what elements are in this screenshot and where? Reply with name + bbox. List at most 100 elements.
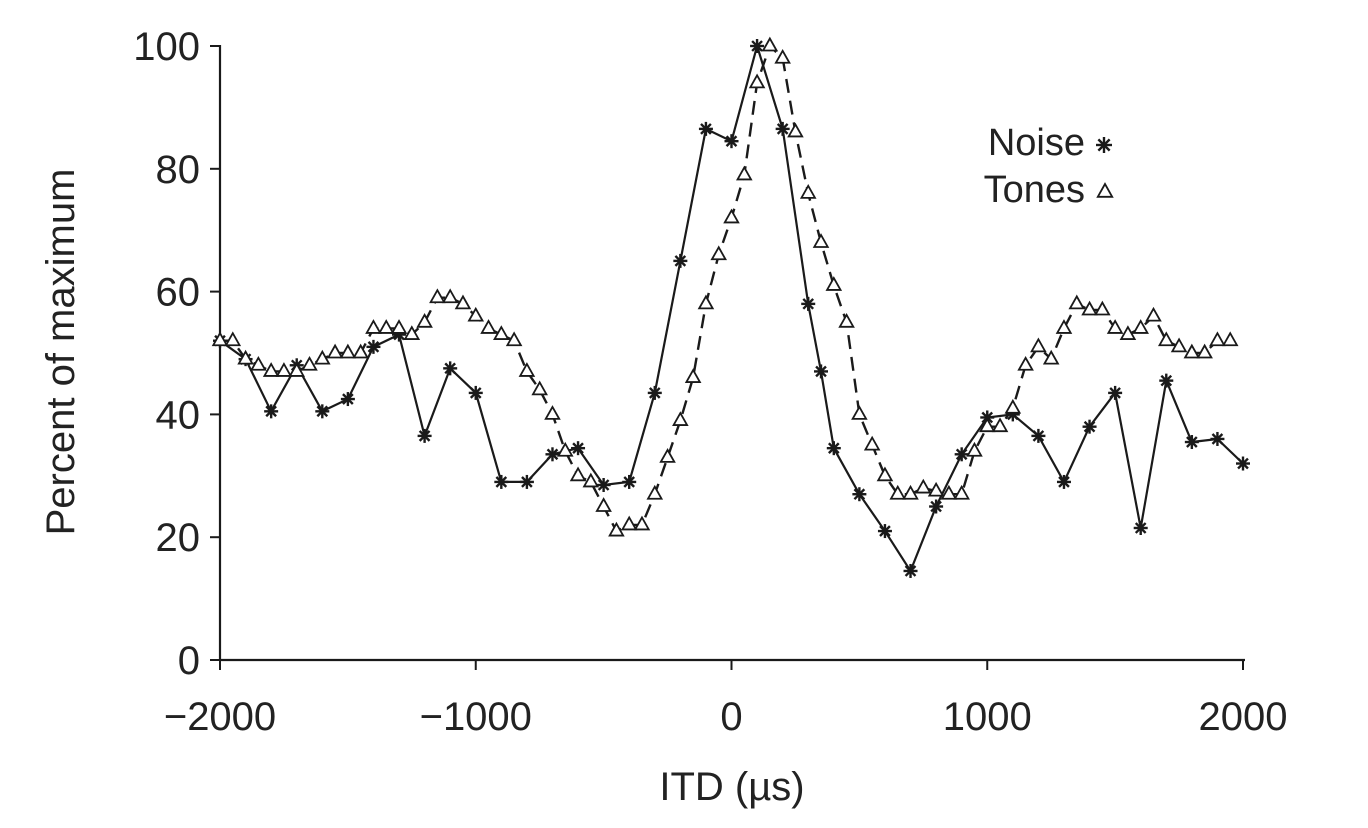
noise-point — [724, 134, 739, 149]
tones-point — [787, 122, 804, 138]
noise-point — [1159, 373, 1174, 388]
tones-point — [940, 484, 958, 500]
tones-point — [352, 343, 369, 359]
noise-point — [468, 385, 483, 400]
tones-point — [1081, 300, 1098, 316]
noise-point — [929, 499, 944, 514]
legend-triangle-icon — [1096, 182, 1114, 198]
tones-point — [608, 521, 625, 537]
tones-point — [314, 349, 331, 365]
tones-point — [1157, 331, 1175, 347]
tones-point — [902, 484, 919, 500]
noise-point — [1031, 428, 1046, 443]
legend-label-tones: Tones — [984, 169, 1085, 211]
tones-point — [595, 497, 612, 512]
tones-point — [377, 319, 395, 334]
tones-point — [429, 288, 446, 304]
tones-point — [262, 362, 280, 377]
tones-point — [876, 466, 894, 482]
series-line-noise — [219, 42, 1244, 574]
tones-point — [556, 441, 574, 457]
tones-point — [684, 368, 702, 383]
noise-point — [775, 121, 790, 136]
tones-point — [224, 331, 242, 347]
tones-point — [339, 343, 357, 359]
tones-point — [915, 478, 932, 494]
tones-point — [735, 165, 753, 181]
noise-point — [750, 39, 765, 53]
tones-point — [1094, 300, 1111, 316]
noise-point — [826, 441, 841, 456]
x-tick-label: 1000 — [943, 695, 1032, 739]
y-tick-label: 60 — [156, 271, 201, 315]
tones-point — [697, 294, 715, 310]
tones-point — [493, 325, 510, 340]
noise-point — [673, 253, 688, 268]
tones-point — [1068, 294, 1086, 310]
tones-point — [250, 355, 267, 371]
noise-point — [596, 478, 611, 493]
tones-point — [646, 484, 664, 500]
tones-point — [441, 288, 459, 304]
noise-point — [698, 121, 713, 136]
noise-point — [264, 404, 279, 419]
tones-point — [991, 417, 1009, 433]
noise-point — [1056, 474, 1071, 489]
y-tick-label: 80 — [156, 148, 201, 192]
tones-point — [1119, 325, 1137, 340]
x-tick-label: 2000 — [1199, 695, 1288, 739]
tones-point — [1055, 319, 1073, 334]
tones-point — [365, 319, 382, 334]
tones-point — [1221, 331, 1239, 347]
tones-point — [620, 515, 638, 531]
tones-point — [799, 184, 817, 199]
y-tick-label: 100 — [133, 25, 200, 69]
noise-point — [494, 474, 509, 489]
tones-point — [237, 349, 254, 365]
y-tick-label: 0 — [178, 639, 200, 683]
tones-point — [1004, 398, 1022, 414]
x-tick-label: −2000 — [164, 695, 276, 739]
tones-point — [505, 331, 523, 347]
tones-point — [1017, 355, 1034, 371]
tones-point — [978, 417, 996, 433]
tones-point — [748, 73, 766, 89]
series-tones — [211, 36, 1239, 537]
tones-point — [1170, 337, 1188, 353]
noise-point — [417, 428, 432, 443]
noise-point — [1082, 419, 1097, 434]
tones-point — [889, 484, 907, 500]
noise-point — [954, 447, 969, 462]
tones-point — [288, 362, 306, 377]
noise-point — [340, 392, 355, 407]
tones-point — [1145, 306, 1162, 322]
noise-point — [545, 447, 560, 462]
tones-point — [723, 208, 740, 224]
y-tick-label: 40 — [156, 393, 201, 437]
tones-point — [672, 411, 689, 426]
x-ticks: −2000 −1000 0 1000 2000 — [164, 660, 1288, 739]
tones-point — [863, 435, 881, 451]
tones-point — [403, 325, 421, 340]
tones-point — [531, 380, 548, 396]
legend-label-noise: Noise — [988, 122, 1085, 164]
noise-point — [877, 524, 892, 539]
noise-point — [814, 364, 829, 379]
series-noise — [213, 39, 1250, 578]
tones-point — [211, 331, 229, 347]
y-ticks: 0 20 40 60 80 100 — [133, 25, 220, 683]
tones-point — [301, 355, 318, 371]
tones-point — [812, 233, 830, 248]
noise-point — [622, 474, 637, 489]
tones-point — [1209, 331, 1226, 347]
noise-point — [1108, 385, 1123, 400]
noise-point — [519, 474, 534, 489]
noise-point — [801, 296, 816, 311]
tones-point — [966, 441, 983, 457]
tones-point — [1183, 343, 1201, 359]
tones-point — [1030, 337, 1047, 353]
tones-point — [326, 343, 344, 359]
tones-point — [390, 319, 408, 334]
tones-point — [825, 276, 843, 291]
